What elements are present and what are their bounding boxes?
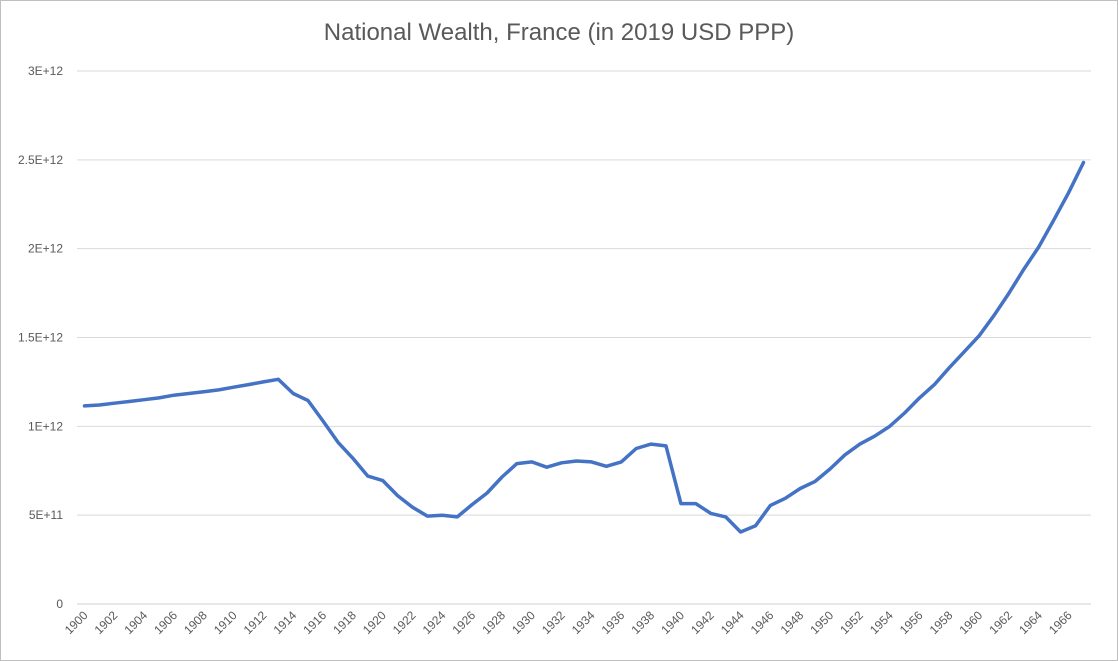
- y-tick-label: 0: [56, 597, 63, 611]
- x-tick-label: 1912: [241, 608, 270, 637]
- y-tick-label: 2E+12: [28, 242, 63, 256]
- x-tick-label: 1956: [897, 608, 926, 637]
- x-tick-label: 1954: [867, 608, 896, 637]
- x-tick-label: 1958: [927, 608, 956, 637]
- x-tick-label: 1916: [300, 608, 329, 637]
- x-tick-label: 1930: [509, 608, 538, 637]
- x-tick-label: 1900: [62, 608, 91, 637]
- x-tick-label: 1966: [1046, 608, 1075, 637]
- y-tick-label: 2.5E+12: [18, 153, 63, 167]
- y-tick-label: 1E+12: [28, 419, 63, 433]
- x-tick-label: 1944: [718, 608, 747, 637]
- gridlines: [77, 70, 1091, 605]
- x-tick-label: 1906: [151, 608, 180, 637]
- x-tick-label: 1922: [390, 608, 419, 637]
- x-tick-label: 1910: [211, 608, 240, 637]
- x-tick-label: 1920: [360, 608, 389, 637]
- x-tick-label: 1946: [748, 608, 777, 637]
- chart-title: National Wealth, France (in 2019 USD PPP…: [323, 19, 795, 46]
- y-tick-label: 1.5E+12: [18, 331, 63, 345]
- x-tick-label: 1952: [837, 608, 866, 637]
- x-tick-label: 1904: [121, 608, 150, 637]
- x-tick-label: 1926: [450, 608, 479, 637]
- x-tick-label: 1918: [330, 608, 359, 637]
- y-tick-label: 5E+11: [29, 508, 63, 522]
- x-tick-label: 1964: [1016, 608, 1045, 637]
- x-axis-tick-labels: 1900 1902 1904 1906 1908 1910 1912 1914 1916 1918…: [62, 608, 1075, 637]
- series-layer: [82, 160, 1086, 534]
- x-tick-label: 1938: [628, 608, 657, 637]
- x-tick-label: 1950: [807, 608, 836, 637]
- x-tick-label: 1924: [420, 608, 449, 637]
- y-axis-tick-labels: 0 5E+11 1E+12 1.5E+12 2E+12 2.5E+12 3E+12: [18, 64, 63, 611]
- x-tick-label: 1908: [181, 608, 210, 637]
- x-tick-label: 1932: [539, 608, 568, 637]
- x-tick-label: 1962: [986, 608, 1015, 637]
- x-tick-label: 1960: [957, 608, 986, 637]
- x-tick-label: 1936: [599, 608, 628, 637]
- series-line: [82, 160, 1086, 534]
- x-tick-label: 1928: [479, 608, 508, 637]
- x-tick-label: 1914: [271, 608, 300, 637]
- x-tick-label: 1940: [658, 608, 687, 637]
- x-tick-label: 1948: [778, 608, 807, 637]
- x-tick-label: 1942: [688, 608, 717, 637]
- x-tick-label: 1902: [92, 608, 121, 637]
- x-tick-label: 1934: [569, 608, 598, 637]
- y-tick-label: 3E+12: [28, 64, 63, 78]
